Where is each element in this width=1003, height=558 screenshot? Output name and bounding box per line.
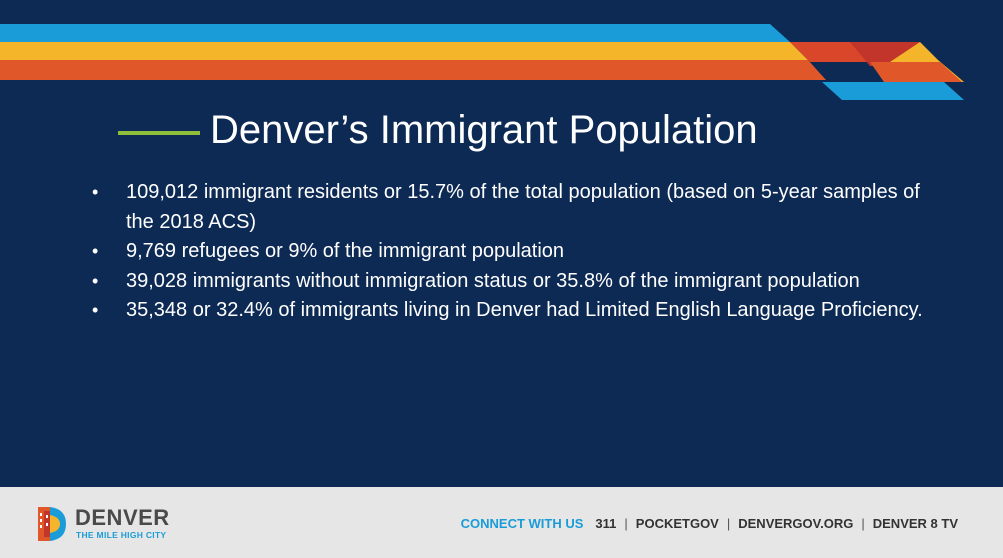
- bullet-dot: •: [92, 300, 99, 320]
- stripe-accent-blue: [822, 82, 964, 100]
- bullet-text: 9,769 refugees or 9% of the immigrant po…: [126, 240, 565, 262]
- link-denvergov[interactable]: DENVERGOV.ORG: [738, 516, 854, 531]
- link-311[interactable]: 311: [595, 516, 617, 531]
- bullet-dot: •: [92, 241, 99, 261]
- denver-logo-icon: [38, 507, 66, 541]
- footer-bar: DENVER THE MILE HIGH CITY CONNECT WITH U…: [0, 487, 1003, 558]
- title-group: Denver’s Immigrant Population: [118, 108, 758, 153]
- link-pocketgov[interactable]: POCKETGOV: [635, 516, 719, 531]
- separator: |: [624, 516, 628, 531]
- stripe-accent-red: [850, 42, 920, 66]
- stripe-yellow: [0, 42, 808, 60]
- bullet-text: 109,012 immigrant residents or 15.7% of …: [126, 181, 920, 233]
- bullet-text: 39,028 immigrants without immigration st…: [126, 269, 860, 292]
- contact-bar: CONNECT WITH US 311 | POCKETGOV | DENVER…: [461, 516, 958, 531]
- stripe-blue: [0, 24, 790, 42]
- bullet-item: • 39,028 immigrants without immigration s…: [90, 267, 940, 297]
- bullet-item: • 35,348 or 32.4% of immigrants living in…: [90, 296, 940, 326]
- stripe-accent-orange-2: [870, 62, 962, 82]
- link-denver8tv[interactable]: DENVER 8 TV: [872, 516, 958, 531]
- connect-label: CONNECT WITH US: [460, 516, 584, 531]
- bullet-item: • 9,769 refugees or 9% of the immigrant p…: [90, 237, 940, 267]
- stripe-orange: [0, 60, 826, 80]
- bullet-dot: •: [92, 182, 99, 202]
- slide-title: Denver’s Immigrant Population: [210, 108, 758, 152]
- bullet-dot: •: [92, 270, 99, 291]
- brand-name: DENVER: [75, 505, 170, 530]
- bullet-list: • 109,012 immigrant residents or 15.7% of…: [90, 178, 940, 326]
- header-stripes: [0, 24, 964, 100]
- brand-tagline: THE MILE HIGH CITY: [76, 530, 167, 540]
- bullet-text: 35,348 or 32.4% of immigrants living in …: [126, 299, 923, 321]
- separator: |: [861, 516, 865, 531]
- bullet-item: • 109,012 immigrant residents or 15.7% of…: [90, 178, 940, 237]
- title-accent-line: [118, 130, 200, 135]
- separator: |: [726, 516, 731, 531]
